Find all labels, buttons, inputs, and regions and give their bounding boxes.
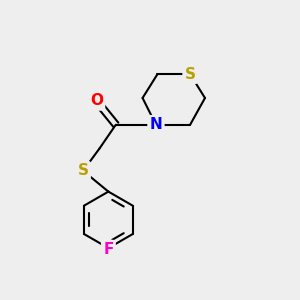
Text: F: F — [103, 242, 114, 257]
Text: N: N — [150, 117, 162, 132]
Text: S: S — [78, 163, 88, 178]
Text: S: S — [184, 67, 196, 82]
Text: O: O — [90, 94, 103, 109]
